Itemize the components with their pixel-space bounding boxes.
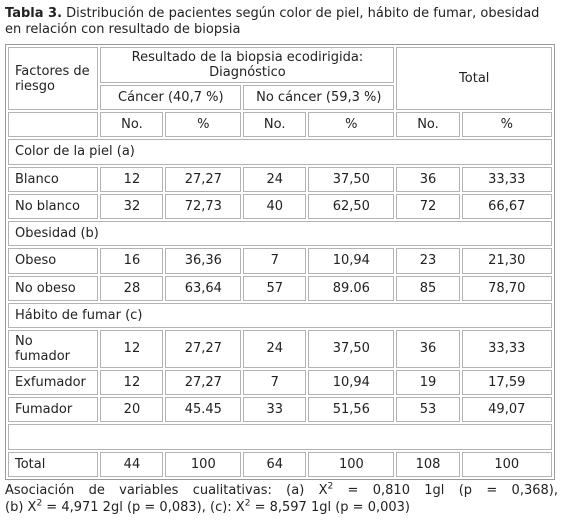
- row-label: Exfumador: [8, 369, 99, 396]
- header-factores: Factores de riesgo: [8, 47, 99, 111]
- cell: 108: [396, 451, 460, 477]
- cell: 27,27: [165, 166, 242, 192]
- cell: 27,27: [165, 330, 242, 368]
- cell: 100: [461, 451, 552, 477]
- cell: 12: [100, 330, 164, 368]
- header-cancer: Cáncer (40,7 %): [100, 84, 242, 111]
- cell: 63,64: [165, 275, 242, 301]
- cell: 66,67: [461, 193, 552, 220]
- cell: 36: [396, 330, 460, 368]
- cell: 57: [243, 275, 307, 301]
- table-row: No blanco 32 72,73 40 62,50 72 66,67: [8, 193, 552, 220]
- cell: 24: [243, 330, 307, 368]
- cell: 100: [308, 451, 395, 477]
- cell: 62,50: [308, 193, 395, 220]
- cell: 24: [243, 166, 307, 192]
- table-row: No fumador 12 27,27 24 37,50 36 33,33: [8, 330, 552, 368]
- cell: 37,50: [308, 330, 395, 368]
- table-row: No obeso 28 63,64 57 89.06 85 78,70: [8, 275, 552, 301]
- header-no-cancer: No cáncer (59,3 %): [243, 84, 395, 111]
- superscript: 2: [327, 481, 334, 492]
- cell: 10,94: [308, 369, 395, 396]
- cell: 33: [243, 397, 307, 423]
- row-label: No blanco: [8, 193, 99, 220]
- cell: 44: [100, 451, 164, 477]
- header-resultado: Resultado de la biopsia ecodirigida: Dia…: [100, 47, 395, 83]
- cell: 23: [396, 248, 460, 274]
- footnote-c-value: = 8,597 1gl (p = 0,003): [250, 500, 410, 515]
- cell: 7: [243, 369, 307, 396]
- cell: 49,07: [461, 397, 552, 423]
- cell: 7: [243, 248, 307, 274]
- caption-text: Distribución de pacientes según color de…: [5, 6, 540, 37]
- cell: 85: [396, 275, 460, 301]
- cell: 64: [243, 451, 307, 477]
- cell: 12: [100, 369, 164, 396]
- footnote-line-1: Asociación de variables cualitativas: (a…: [5, 482, 558, 499]
- section-title: Hábito de fumar (c): [8, 302, 552, 329]
- cell: 36: [396, 166, 460, 192]
- table-caption: Tabla 3. Distribución de pacientes según…: [5, 6, 559, 38]
- table-row: Fumador 20 45.45 33 51,56 53 49,07: [8, 397, 552, 423]
- cell: 27,27: [165, 369, 242, 396]
- superscript: 2: [36, 498, 43, 509]
- superscript: 2: [244, 498, 251, 509]
- cell: 53: [396, 397, 460, 423]
- header-no: No.: [243, 112, 307, 138]
- cell: 16: [100, 248, 164, 274]
- cell: 12: [100, 166, 164, 192]
- header-blank: [8, 112, 99, 138]
- table-row: Obeso 16 36,36 7 10,94 23 21,30: [8, 248, 552, 274]
- cell: 33,33: [461, 330, 552, 368]
- row-label: Fumador: [8, 397, 99, 423]
- cell: 33,33: [461, 166, 552, 192]
- row-label: No fumador: [8, 330, 99, 368]
- footnote-line-2: (b) X2 = 4,971 2gl (p = 0,083), (c): X2 …: [5, 499, 558, 516]
- footnote-intro: Asociación de variables cualitativas:: [5, 483, 272, 498]
- footnote-a: (a) X: [286, 483, 328, 498]
- header-pct: %: [165, 112, 242, 138]
- row-label: No obeso: [8, 275, 99, 301]
- cell: 17,59: [461, 369, 552, 396]
- cell: 72,73: [165, 193, 242, 220]
- cell: 78,70: [461, 275, 552, 301]
- row-label: Obeso: [8, 248, 99, 274]
- row-label: Blanco: [8, 166, 99, 192]
- cell: 28: [100, 275, 164, 301]
- cell: 19: [396, 369, 460, 396]
- row-label: Total: [8, 451, 99, 477]
- caption-label: Tabla 3.: [5, 6, 63, 21]
- cell: 51,56: [308, 397, 395, 423]
- header-total: Total: [396, 47, 552, 111]
- footnote-b-value: = 4,971 2gl (p = 0,083),: [42, 500, 206, 515]
- cell: 89.06: [308, 275, 395, 301]
- data-table: Factores de riesgo Resultado de la biops…: [5, 44, 555, 480]
- table-row: Blanco 12 27,27 24 37,50 36 33,33: [8, 166, 552, 192]
- cell: 20: [100, 397, 164, 423]
- section-title: Color de la piel (a): [8, 139, 552, 165]
- header-no: No.: [100, 112, 164, 138]
- footnote-a-value: = 0,810 1gl (p = 0,368),: [333, 483, 558, 498]
- cell: 21,30: [461, 248, 552, 274]
- cell: 37,50: [308, 166, 395, 192]
- header-pct: %: [308, 112, 395, 138]
- footnote: Asociación de variables cualitativas: (a…: [5, 482, 558, 516]
- section-title: Obesidad (b): [8, 221, 552, 247]
- cell: 72: [396, 193, 460, 220]
- spacer-row: [8, 424, 552, 450]
- table-row: Exfumador 12 27,27 7 10,94 19 17,59: [8, 369, 552, 396]
- footnote-b: (b) X: [5, 500, 37, 515]
- cell: 36,36: [165, 248, 242, 274]
- header-pct: %: [461, 112, 552, 138]
- cell: 40: [243, 193, 307, 220]
- cell: 100: [165, 451, 242, 477]
- header-no: No.: [396, 112, 460, 138]
- total-row: Total 44 100 64 100 108 100: [8, 451, 552, 477]
- cell: 45.45: [165, 397, 242, 423]
- footnote-c: (c): X: [210, 500, 245, 515]
- cell: 32: [100, 193, 164, 220]
- cell: 10,94: [308, 248, 395, 274]
